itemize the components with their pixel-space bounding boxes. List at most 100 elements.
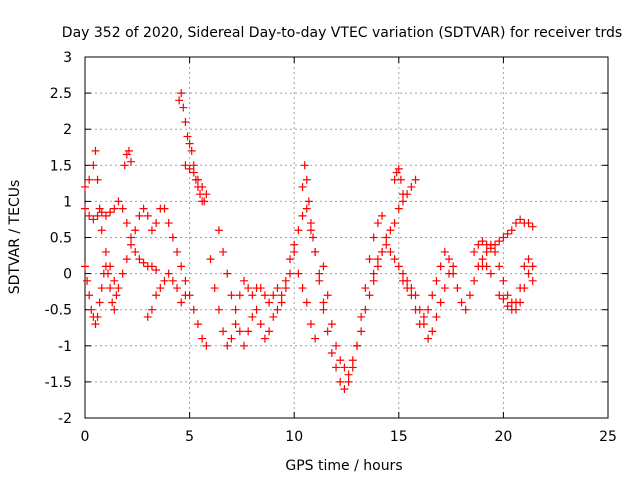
data-point — [143, 211, 152, 220]
data-point — [486, 244, 495, 253]
data-point — [436, 298, 445, 307]
data-point — [478, 255, 487, 264]
x-axis-label: GPS time / hours — [285, 458, 402, 474]
data-point — [319, 305, 328, 314]
data-point — [323, 327, 332, 336]
data-point — [104, 269, 113, 278]
data-point — [239, 276, 248, 285]
y-tick-label: 2.5 — [50, 86, 72, 102]
y-tick-label: 1.5 — [50, 158, 72, 174]
data-point — [106, 284, 115, 293]
data-point — [223, 269, 232, 278]
data-point — [118, 204, 127, 213]
data-point — [177, 262, 186, 271]
data-point — [432, 276, 441, 285]
data-point — [110, 276, 119, 285]
data-point — [269, 312, 278, 321]
data-point — [302, 175, 311, 184]
data-point — [181, 161, 190, 170]
y-tick-label: -1 — [58, 339, 72, 355]
x-tick-label: 25 — [599, 429, 617, 445]
data-point — [139, 258, 148, 267]
data-point — [112, 291, 121, 300]
data-point — [415, 320, 424, 329]
data-point — [252, 305, 261, 314]
data-point — [332, 341, 341, 350]
data-point — [187, 146, 196, 155]
data-point — [398, 190, 407, 199]
series-track-b — [81, 197, 161, 274]
data-point — [302, 204, 311, 213]
data-point — [147, 262, 156, 271]
data-point — [361, 284, 370, 293]
data-point — [394, 204, 403, 213]
data-point — [286, 269, 295, 278]
data-point — [419, 312, 428, 321]
data-point — [219, 247, 228, 256]
data-point — [214, 305, 223, 314]
data-point — [457, 298, 466, 307]
data-point — [319, 298, 328, 307]
data-point — [304, 197, 313, 206]
data-point — [219, 327, 228, 336]
data-point — [470, 247, 479, 256]
y-tick-label: -0.5 — [45, 303, 72, 319]
data-point — [114, 197, 123, 206]
data-point — [361, 305, 370, 314]
data-point — [445, 255, 454, 264]
data-point — [482, 247, 491, 256]
data-point — [244, 327, 253, 336]
data-point — [265, 298, 274, 307]
data-point — [235, 327, 244, 336]
chart-title: Day 352 of 2020, Sidereal Day-to-day VTE… — [62, 25, 622, 41]
data-point — [122, 255, 131, 264]
data-point — [432, 312, 441, 321]
data-point — [273, 284, 282, 293]
data-point — [503, 229, 512, 238]
data-point — [223, 341, 232, 350]
data-point — [365, 291, 374, 300]
data-point — [511, 219, 520, 228]
data-point — [244, 284, 253, 293]
data-point — [340, 385, 349, 394]
data-point — [394, 262, 403, 271]
series-track-c — [81, 262, 121, 329]
data-point — [344, 370, 353, 379]
data-point — [152, 291, 161, 300]
x-tick-label: 10 — [285, 429, 303, 445]
data-point — [440, 247, 449, 256]
data-point — [516, 215, 525, 224]
data-point — [286, 255, 295, 264]
data-point — [491, 240, 500, 249]
data-point — [495, 262, 504, 271]
data-point — [127, 157, 136, 166]
data-point — [131, 226, 140, 235]
data-point — [348, 356, 357, 365]
data-point — [315, 269, 324, 278]
data-point — [256, 284, 265, 293]
data-point — [294, 269, 303, 278]
data-point — [369, 276, 378, 285]
data-point — [152, 219, 161, 228]
data-point — [407, 291, 416, 300]
data-point — [478, 262, 487, 271]
data-point — [499, 233, 508, 242]
data-point — [248, 312, 257, 321]
data-point — [198, 182, 207, 191]
data-point — [373, 255, 382, 264]
data-point — [198, 334, 207, 343]
y-tick-label: 0.5 — [50, 231, 72, 247]
data-point — [89, 161, 98, 170]
data-point — [85, 291, 94, 300]
data-point — [461, 305, 470, 314]
data-point — [181, 276, 190, 285]
data-point — [327, 349, 336, 358]
data-point — [131, 247, 140, 256]
data-point — [311, 247, 320, 256]
data-point — [227, 334, 236, 343]
data-point — [281, 284, 290, 293]
data-point — [357, 312, 366, 321]
series-track-f — [181, 161, 211, 199]
data-point — [348, 363, 357, 372]
series-track-e — [175, 89, 209, 206]
